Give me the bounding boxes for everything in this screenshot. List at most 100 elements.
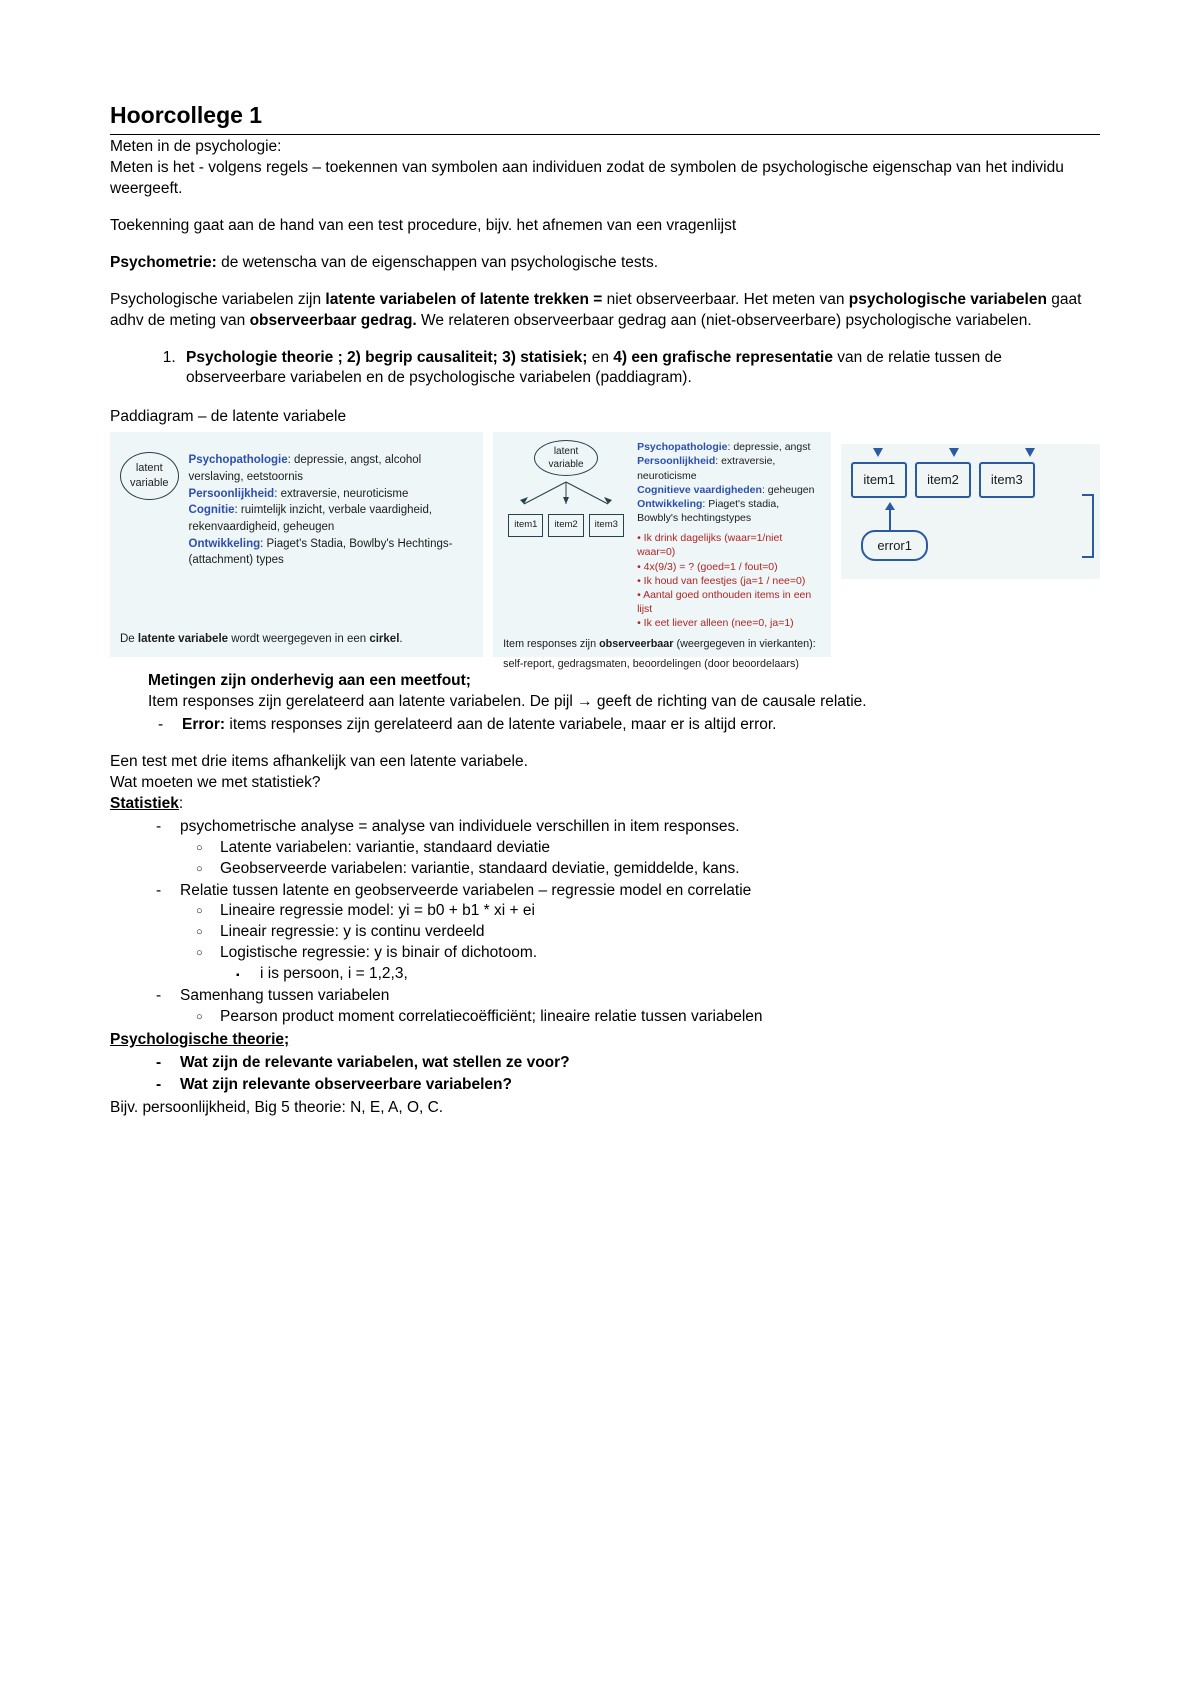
para-toekenning: Toekenning gaat aan de hand van een test…: [110, 216, 1100, 237]
t: latente variabele: [138, 633, 228, 645]
psychometrie-label: Psychometrie:: [110, 254, 217, 271]
t: psychologische variabelen: [849, 291, 1047, 308]
page-title: Hoorcollege 1: [110, 100, 1100, 135]
bracket-icon: [1082, 494, 1094, 558]
term: Psychopathologie: [637, 441, 727, 453]
list-item: i is persoon, i = 1,2,3,: [260, 964, 1100, 985]
example-item: • 4x(9/3) = ? (goed=1 / fout=0): [637, 560, 821, 574]
t: De: [120, 633, 138, 645]
down-arrow-icon: [949, 448, 959, 457]
term: Psychopathologie: [189, 454, 288, 466]
diagram-row: latent variable Psychopathologie: depres…: [110, 432, 1100, 657]
diagram-panel-1: latent variable Psychopathologie: depres…: [110, 432, 483, 657]
item-box: item2: [548, 514, 583, 537]
t: Psychologische theorie;: [110, 1031, 289, 1048]
intro-line-1: Meten in de psychologie:: [110, 137, 1100, 158]
latent-variable-oval-small: latent variable: [534, 440, 598, 476]
diagram-panel-3: item1 item2 item3 error1: [841, 444, 1100, 579]
example-item: • Aantal goed onthouden items in een lij…: [637, 588, 821, 616]
t: Psychologie theorie ; 2) begrip causalit…: [186, 349, 592, 366]
psych-theorie-list: Wat zijn de relevante variabelen, wat st…: [110, 1053, 1100, 1096]
example-item: • Ik drink dagelijks (waar=1/niet waar=0…: [637, 531, 821, 559]
t: Logistische regressie: y is binair of di…: [220, 944, 537, 961]
psych-theorie-heading: Psychologische theorie;: [110, 1030, 1100, 1051]
statistiek-heading: Statistiek:: [110, 794, 1100, 815]
list-item: Pearson product moment correlatiecoëffic…: [220, 1007, 1100, 1028]
document-page: Hoorcollege 1 Meten in de psychologie: M…: [0, 0, 1200, 1697]
definitions: Psychopathologie: depressie, angst, alco…: [189, 452, 474, 569]
latent-variable-oval: latent variable: [120, 452, 179, 500]
list-item: Lineair regressie: y is continu verdeeld: [220, 922, 1100, 943]
t: Relatie tussen latente en geobserveerde …: [180, 882, 751, 899]
para-psychometrie: Psychometrie: de wetenscha van de eigens…: [110, 253, 1100, 274]
t: 4) een grafische representatie: [613, 349, 833, 366]
t: Aantal goed onthouden items in een lijst: [637, 589, 811, 615]
t: Ik eet liever alleen (nee=0, ja=1): [644, 617, 794, 629]
t: en: [592, 349, 614, 366]
up-arrow-icon: [865, 500, 915, 532]
t: wordt weergegeven in een: [228, 633, 369, 645]
t: cirkel: [369, 633, 399, 645]
list-item: Psychologie theorie ; 2) begrip causalit…: [180, 348, 1100, 390]
meetfout-heading: Metingen zijn onderhevig aan een meetfou…: [148, 671, 1100, 692]
list-item: Samenhang tussen variabelen Pearson prod…: [180, 986, 1100, 1028]
example-item: • Ik eet liever alleen (nee=0, ja=1): [637, 616, 821, 630]
t: Psychologische variabelen zijn: [110, 291, 325, 308]
list-item: Logistische regressie: y is binair of di…: [220, 943, 1100, 985]
psych-theorie-footer: Bijv. persoonlijkheid, Big 5 theorie: N,…: [110, 1098, 1100, 1119]
t: latente variabelen of latente trekken =: [325, 291, 606, 308]
term: Ontwikkeling: [637, 498, 702, 510]
error-oval: error1: [861, 530, 928, 562]
t: .: [399, 633, 402, 645]
t: Item responses zijn: [503, 638, 599, 650]
arrows-icon: [506, 480, 626, 508]
t: (weergegeven in vierkanten):: [674, 638, 816, 650]
paddiagram-heading: Paddiagram – de latente variabele: [110, 407, 1100, 428]
term: Ontwikkeling: [189, 538, 261, 550]
t: Ik drink dagelijks (waar=1/niet waar=0): [637, 532, 782, 558]
t: Error:: [182, 716, 225, 733]
list-item: Wat zijn relevante observeerbare variabe…: [180, 1075, 1100, 1096]
measurement-section: Metingen zijn onderhevig aan een meetfou…: [148, 671, 1100, 736]
term: Persoonlijkheid: [637, 455, 715, 467]
list-item: Geobserveerde variabelen: variantie, sta…: [220, 859, 1100, 880]
t: Samenhang tussen variabelen: [180, 987, 389, 1004]
list-item: Wat zijn de relevante variabelen, wat st…: [180, 1053, 1100, 1074]
t: psychometrische analyse = analyse van in…: [180, 818, 740, 835]
intro-line-2: Meten is het - volgens regels – toekenne…: [110, 158, 1100, 200]
term: Cognitieve vaardigheden: [637, 484, 762, 496]
t: items responses zijn gerelateerd aan de …: [225, 716, 776, 733]
list-item: Relatie tussen latente en geobserveerde …: [180, 881, 1100, 986]
stat-intro-1: Een test met drie items afhankelijk van …: [110, 752, 1100, 773]
psychometrie-rest: de wetenscha van de eigenschappen van ps…: [217, 254, 658, 271]
t: We relateren observeerbaar gedrag aan (n…: [417, 312, 1032, 329]
t: 4x(9/3) = ? (goed=1 / fout=0): [644, 561, 778, 573]
item-box: item3: [589, 514, 624, 537]
list-item: psychometrische analyse = analyse van in…: [180, 817, 1100, 880]
t: observeerbaar: [599, 638, 673, 650]
t: : extraversie, neuroticisme: [274, 488, 408, 500]
down-arrow-icon: [1025, 448, 1035, 457]
panel2-definitions: Psychopathologie: depressie, angst Perso…: [637, 440, 821, 630]
item-box: item3: [979, 462, 1035, 498]
t: : depressie, angst: [728, 441, 811, 453]
term: Persoonlijkheid: [189, 488, 275, 500]
t: : geheugen: [762, 484, 815, 496]
term: Cognitie: [189, 504, 235, 516]
t: Statistiek: [110, 795, 179, 812]
item-box: item1: [508, 514, 543, 537]
error-list: Error: items responses zijn gerelateerd …: [148, 715, 1100, 736]
para-latent: Psychologische variabelen zijn latente v…: [110, 290, 1100, 332]
t: observeerbaar gedrag.: [250, 312, 417, 329]
meetfout-body: Item responses zijn gerelateerd aan late…: [148, 692, 1100, 713]
down-arrow-icon: [873, 448, 883, 457]
item-box: item1: [851, 462, 907, 498]
diagram-panel-2: latent variable item1 item2 item3: [493, 432, 831, 657]
item-box: item2: [915, 462, 971, 498]
stat-intro-2: Wat moeten we met statistiek?: [110, 773, 1100, 794]
panel2-tree: latent variable item1 item2 item3: [503, 440, 629, 630]
statistiek-list: psychometrische analyse = analyse van in…: [110, 817, 1100, 1028]
theory-list: Psychologie theorie ; 2) begrip causalit…: [110, 348, 1100, 390]
t: self-report, gedragsmaten, beoordelingen…: [503, 657, 821, 672]
t: Ik houd van feestjes (ja=1 / nee=0): [644, 575, 806, 587]
